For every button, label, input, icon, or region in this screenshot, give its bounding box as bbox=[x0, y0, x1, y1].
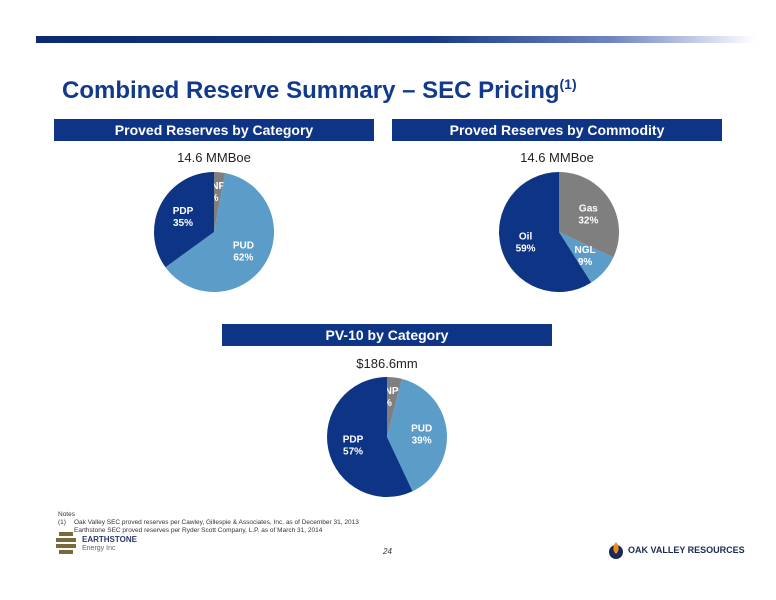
oak-valley-logo: OAK VALLEY RESOURCES bbox=[608, 540, 745, 562]
note-line-oak-valley: Oak Valley SEC proved reserves per Cawle… bbox=[74, 519, 359, 526]
pie-pct-pdp: 35% bbox=[173, 218, 193, 229]
pie-label-oil: Oil bbox=[519, 232, 533, 243]
chart-subtitle-pv10: $186.6mm bbox=[356, 356, 418, 371]
oak-valley-logo-name: OAK VALLEY RESOURCES bbox=[628, 545, 745, 555]
pie-pct-pud: 62% bbox=[233, 253, 253, 264]
chart-banner-pv10: PV-10 by Category bbox=[222, 324, 552, 346]
pie-slice-pdnp bbox=[214, 172, 226, 232]
pie-slice-pdnp bbox=[387, 377, 402, 437]
oak-valley-flame-icon bbox=[609, 542, 623, 559]
pie-pct-ngl: 9% bbox=[578, 257, 593, 268]
pie-slice-pud bbox=[387, 378, 448, 492]
pie-label-pdp: PDP bbox=[343, 435, 364, 446]
note-line-earthstone: Earthstone SEC proved reserves per Ryder… bbox=[74, 527, 323, 534]
pie-pct-oil: 59% bbox=[516, 244, 536, 255]
pie-slice-gas bbox=[559, 172, 620, 258]
pie-slice-ngl bbox=[559, 232, 614, 283]
title-footnote-ref: (1) bbox=[559, 76, 577, 92]
pie-label-pud: PUD bbox=[233, 241, 254, 252]
pie-pct-gas: 32% bbox=[578, 215, 598, 226]
page-number: 24 bbox=[383, 547, 392, 556]
header-rule bbox=[36, 36, 756, 43]
chart-banner-category: Proved Reserves by Category bbox=[54, 119, 374, 141]
pie-slice-pdp bbox=[154, 172, 214, 268]
notes-heading: Notes bbox=[58, 511, 75, 518]
chart-banner-commodity: Proved Reserves by Commodity bbox=[392, 119, 722, 141]
pie-slice-oil bbox=[499, 172, 592, 292]
footnotes: Notes (1) Oak Valley SEC proved reserves… bbox=[58, 511, 359, 535]
pie-label-gas: Gas bbox=[579, 203, 598, 214]
chart-subtitle-commodity: 14.6 MMBoe bbox=[520, 150, 594, 165]
page-title: Combined Reserve Summary – SEC Pricing(1… bbox=[62, 76, 577, 104]
earthstone-logo-name: EARTHSTONE bbox=[82, 535, 137, 544]
pie-slice-pdp bbox=[327, 377, 413, 498]
pie-label-pud: PUD bbox=[411, 424, 432, 435]
pie-label-pdp: PDP bbox=[173, 206, 194, 217]
note-number: (1) bbox=[58, 519, 66, 526]
pie-slice-pud bbox=[165, 173, 274, 292]
pie-label-ngl: NGL bbox=[575, 245, 596, 256]
earthstone-logo-sub: Energy Inc bbox=[82, 545, 116, 552]
pie-pct-pdp: 57% bbox=[343, 447, 363, 458]
earthstone-logo: EARTHSTONE Energy Inc bbox=[56, 530, 166, 556]
chart-subtitle-category: 14.6 MMBoe bbox=[177, 150, 251, 165]
pie-pct-pud: 39% bbox=[412, 436, 432, 447]
